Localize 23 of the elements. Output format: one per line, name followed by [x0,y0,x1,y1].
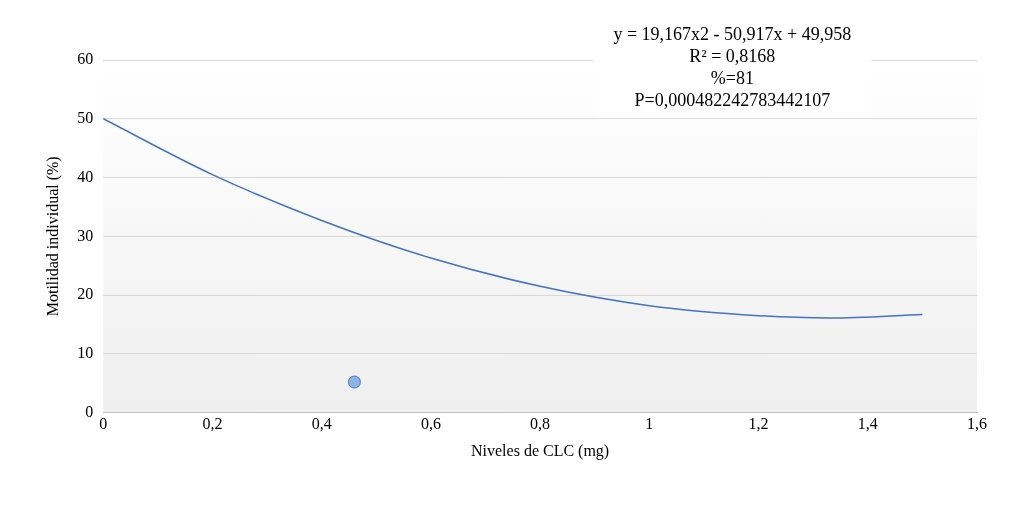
y-axis-title: Motilidad individual (%) [43,156,62,317]
y-tick-label: 50 [77,108,94,126]
x-tick-label: 1,2 [748,415,769,433]
x-tick-label: 0,2 [202,415,223,433]
text: y = 19,167x2 - 50,917x + 49,958 [613,23,852,44]
y-tick-label: 60 [77,50,94,68]
y-tick-label: 30 [77,226,94,244]
x-tick-label: 1,4 [857,415,878,433]
x-axis-title: Niveles de CLC (mg) [471,441,610,460]
line-series [103,118,924,319]
x-tick-label: 1,6 [967,415,987,433]
x-tick-label: 0,4 [311,415,332,433]
annotation: P=0,000482242783442107 [634,89,831,110]
x-tick-label: 1 [645,415,654,433]
x-tick-label: 0,6 [420,415,441,433]
x-tick-label: 0 [99,415,108,433]
y-tick-label: 40 [77,167,94,185]
x-tick-label: 0,8 [530,415,551,433]
annotation: %=81 [710,67,754,88]
y-tick-label: 0 [85,402,94,420]
annotation: R² = 0,8168 [689,45,776,66]
y-tick-label: 10 [77,344,94,362]
y-tick-label: 20 [77,285,94,303]
